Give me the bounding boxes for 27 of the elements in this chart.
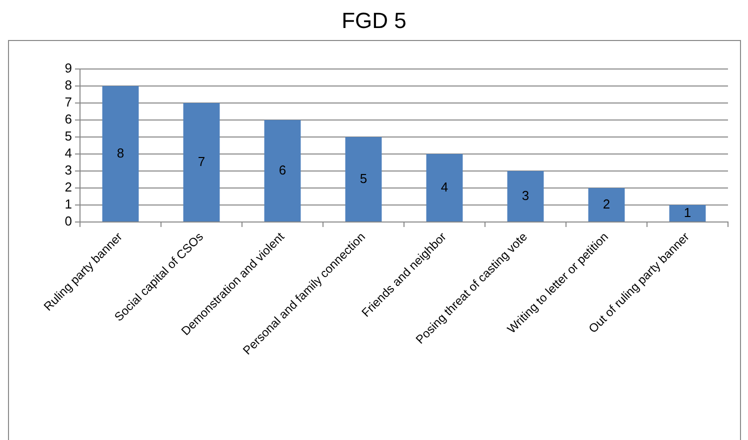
bar — [345, 137, 382, 222]
data-label: 3 — [522, 188, 530, 203]
bar — [102, 86, 139, 222]
bar — [507, 171, 544, 222]
data-label: 5 — [360, 170, 368, 186]
y-tick-label: 8 — [64, 78, 72, 93]
chart-title: FGD 5 — [340, 8, 408, 34]
y-tick-label: 6 — [64, 112, 72, 127]
bar — [183, 103, 220, 222]
y-tick-label: 1 — [64, 196, 72, 212]
data-label: 4 — [440, 179, 448, 194]
y-tick-label: 9 — [64, 60, 72, 76]
bar — [264, 120, 301, 222]
data-label: 7 — [198, 154, 206, 169]
data-label: 6 — [278, 162, 286, 178]
data-label: 8 — [116, 145, 124, 160]
y-tick-label: 5 — [64, 128, 72, 144]
y-tick-label: 7 — [64, 94, 72, 110]
bar — [588, 188, 625, 222]
y-tick-label: 4 — [64, 146, 72, 161]
bar — [669, 205, 706, 222]
data-label: 1 — [684, 204, 692, 220]
y-tick-label: 3 — [64, 162, 72, 178]
y-tick-label: 0 — [64, 214, 72, 229]
data-label: 2 — [602, 196, 610, 212]
y-tick-label: 2 — [64, 180, 72, 195]
bar — [426, 154, 463, 222]
